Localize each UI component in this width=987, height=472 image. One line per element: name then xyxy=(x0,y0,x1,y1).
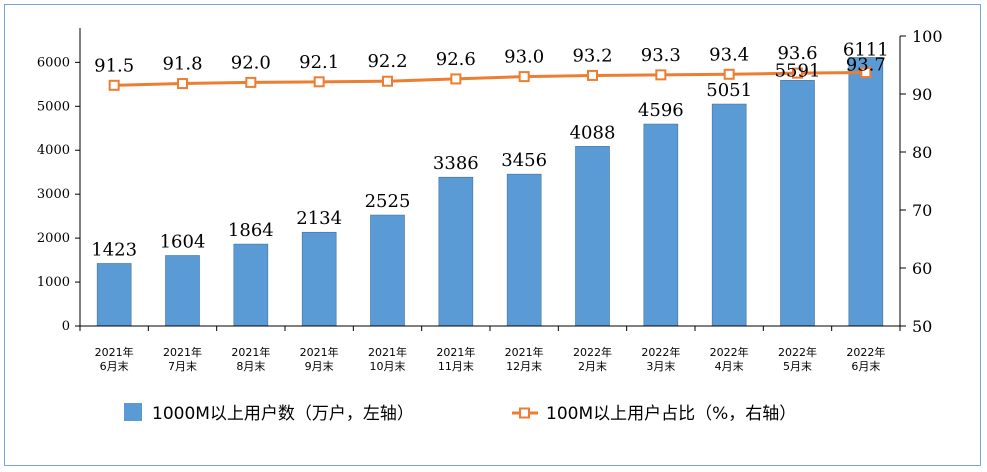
line-label-5: 92.6 xyxy=(436,49,476,70)
bar-2 xyxy=(233,243,269,327)
line-label-3: 92.1 xyxy=(299,52,339,73)
line-point-6 xyxy=(518,71,530,83)
y-left-tick-label-2: 2000 xyxy=(37,231,70,246)
x-tick-label-4: 2021年 10月末 xyxy=(368,345,407,373)
x-tick-label-0: 2021年 6月末 xyxy=(95,345,134,373)
bar-label-11: 6111 xyxy=(843,39,889,60)
bar-10 xyxy=(780,80,815,327)
line-label-4: 92.2 xyxy=(367,51,407,72)
line-series-share xyxy=(114,71,866,87)
bar-8 xyxy=(643,123,679,327)
line-point-2 xyxy=(245,76,257,88)
bar-label-7: 4088 xyxy=(570,122,616,143)
legend-swatch-bar xyxy=(124,403,142,421)
line-point-9 xyxy=(723,68,735,80)
x-tick-label-7: 2022年 2月末 xyxy=(573,345,612,373)
bar-5 xyxy=(438,176,474,327)
bar-9 xyxy=(711,103,747,327)
line-label-9: 93.4 xyxy=(709,44,749,65)
y-right-tick-label-3: 80 xyxy=(912,143,932,162)
y-right-tick-label-1: 60 xyxy=(912,259,932,278)
bar-label-8: 4596 xyxy=(638,100,684,121)
bar-1 xyxy=(165,255,200,327)
y-left-tick-label-1: 1000 xyxy=(37,275,70,290)
bar-label-5: 3386 xyxy=(433,153,479,174)
bar-6 xyxy=(506,173,542,327)
legend-label-line: 100M以上用户占比（%，右轴） xyxy=(546,404,796,424)
legend-label-bar: 1000M以上用户数（万户，左轴） xyxy=(152,404,414,424)
chart-frame xyxy=(4,4,981,466)
line-point-8 xyxy=(655,69,667,81)
line-point-0 xyxy=(108,79,120,91)
line-point-10 xyxy=(792,67,803,79)
bar-label-3: 2134 xyxy=(296,208,342,229)
line-point-1 xyxy=(177,78,188,90)
line-point-3 xyxy=(313,76,325,88)
line-point-7 xyxy=(587,69,598,81)
line-label-11: 93.7 xyxy=(846,55,886,76)
y-right-tick-label-0: 50 xyxy=(912,317,932,336)
x-tick-label-2: 2021年 8月末 xyxy=(231,345,270,373)
bar-label-0: 1423 xyxy=(91,239,137,260)
legend-swatch-marker xyxy=(519,407,530,419)
y-right-tick-label-5: 100 xyxy=(912,27,943,46)
line-label-1: 91.8 xyxy=(162,54,202,75)
line-label-10: 93.6 xyxy=(777,43,817,64)
line-point-5 xyxy=(450,73,462,85)
line-label-0: 91.5 xyxy=(94,55,134,76)
line-point-4 xyxy=(382,75,393,87)
bar-label-9: 5051 xyxy=(706,80,752,101)
bar-3 xyxy=(301,231,337,327)
bar-7 xyxy=(575,146,610,327)
line-label-6: 93.0 xyxy=(504,47,544,68)
bar-label-2: 1864 xyxy=(228,220,274,241)
x-tick-label-9: 2022年 4月末 xyxy=(710,345,749,373)
y-left-tick-label-0: 0 xyxy=(62,319,70,334)
bar-label-4: 2525 xyxy=(365,191,411,212)
x-tick-label-6: 2021年 12月末 xyxy=(505,345,544,373)
y-left-tick-label-5: 5000 xyxy=(37,99,70,114)
bar-label-6: 3456 xyxy=(501,150,547,171)
x-tick-label-8: 2022年 3月末 xyxy=(641,345,680,373)
x-tick-label-10: 2022年 5月末 xyxy=(778,345,817,373)
y-left-tick-label-6: 6000 xyxy=(37,55,70,70)
y-left-tick-label-3: 3000 xyxy=(37,187,70,202)
line-point-11 xyxy=(860,67,872,79)
x-tick-label-5: 2021年 11月末 xyxy=(436,345,475,373)
bar-4 xyxy=(370,214,405,327)
y-left-tick-label-4: 4000 xyxy=(37,143,70,158)
bar-0 xyxy=(96,263,132,327)
y-right-tick-label-2: 70 xyxy=(912,201,932,220)
x-tick-label-3: 2021年 9月末 xyxy=(300,345,339,373)
line-label-7: 93.2 xyxy=(572,45,612,66)
bar-label-10: 5591 xyxy=(775,60,821,81)
y-right-tick-label-4: 90 xyxy=(912,85,932,104)
bar-label-1: 1604 xyxy=(160,232,206,253)
bar-11 xyxy=(848,57,884,327)
x-tick-label-11: 2022年 6月末 xyxy=(846,345,885,373)
line-label-8: 93.3 xyxy=(641,45,681,66)
x-tick-label-1: 2021年 7月末 xyxy=(163,345,202,373)
line-label-2: 92.0 xyxy=(231,52,271,73)
